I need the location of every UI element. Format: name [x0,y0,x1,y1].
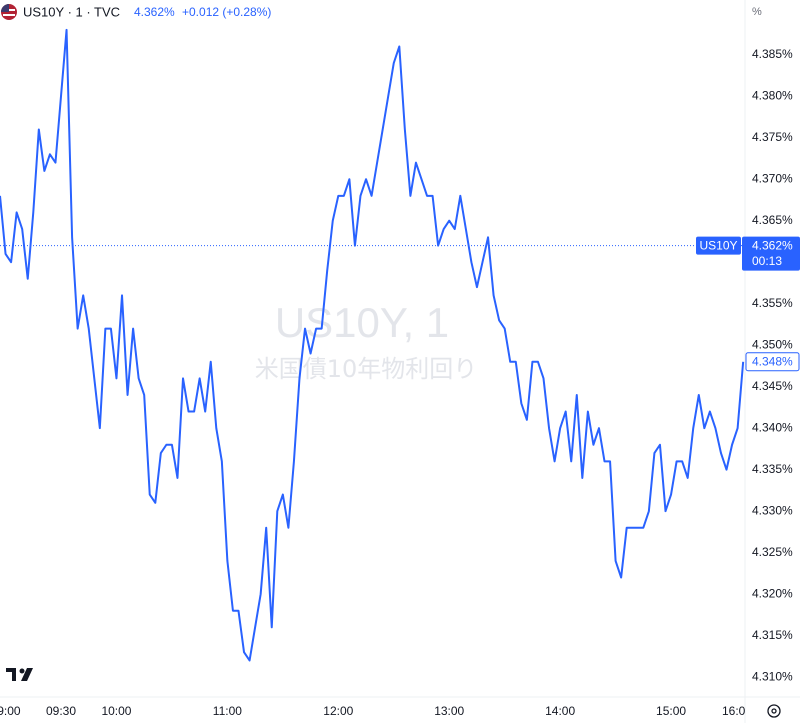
symbol-title: US10Y · 1 · TVC [23,4,120,19]
last-price: 4.362% [134,5,175,19]
y-tick-label: 4.315% [752,628,793,642]
symbol-tag [696,236,741,255]
logo-part [6,668,16,672]
x-tick-label: 09:00 [0,704,21,718]
y-tick-label: 4.340% [752,420,793,434]
y-tick-label: 4.355% [752,296,793,310]
y-tick-label: 4.320% [752,586,793,600]
unit-label: % [752,6,762,18]
gear-outline [767,704,781,718]
y-tick-label: 4.345% [752,379,793,393]
price-tag [742,236,800,271]
y-tick-label: 4.350% [752,337,793,351]
tv-logo[interactable] [6,668,33,681]
x-tick-label: 13:00 [434,704,464,718]
flag-canton [1,4,9,12]
plot-area [0,28,745,662]
x-tick-label: 09:30 [46,704,76,718]
x-tick-label: 14:00 [545,704,575,718]
logo-part [12,668,16,681]
price-tag-text: 4.362% [752,238,793,252]
y-tick-label: 4.380% [752,88,793,102]
y-tick-label: 4.330% [752,503,793,517]
x-tick-label: 15:00 [656,704,686,718]
gear-center [771,708,777,714]
y-tick-label: 4.365% [752,213,793,227]
x-tick-label: 11:00 [213,704,242,718]
symbol-tag-text: US10Y [699,238,737,252]
logo-part [21,668,33,681]
y-tick-label: 4.325% [752,545,793,559]
y-tick-label: 4.310% [752,669,793,683]
y-tick-label: 4.375% [752,130,793,144]
last-value-tag [745,352,800,372]
watermark-subtitle: 米国債10年物利回り [255,355,478,383]
x-tick-label: 10:00 [101,704,131,718]
time-axis: 09:00 09:30 10:00 11:00 12:00 13:00 14:00 15:00… [0,704,752,718]
legend-header[interactable]: US10Y · 1 · TVC 4.362% +0.012 (+0.28%) [1,4,271,20]
countdown-text: 00:13 [752,254,782,268]
last-value-text: 4.348% [752,354,793,368]
y-tick-label: 4.385% [752,47,793,61]
x-tick-label: 16:00 [722,704,752,718]
y-tick-label: 4.335% [752,462,793,476]
logo-part [19,668,25,674]
watermark-title: US10Y, 1 [275,299,449,346]
price-line-series [0,28,745,662]
price-change: +0.012 (+0.28%) [182,5,271,19]
settings-button[interactable] [767,704,781,718]
y-tick-label: 4.370% [752,171,793,185]
flag-stripe [3,14,15,16]
x-tick-label: 12:00 [323,704,353,718]
